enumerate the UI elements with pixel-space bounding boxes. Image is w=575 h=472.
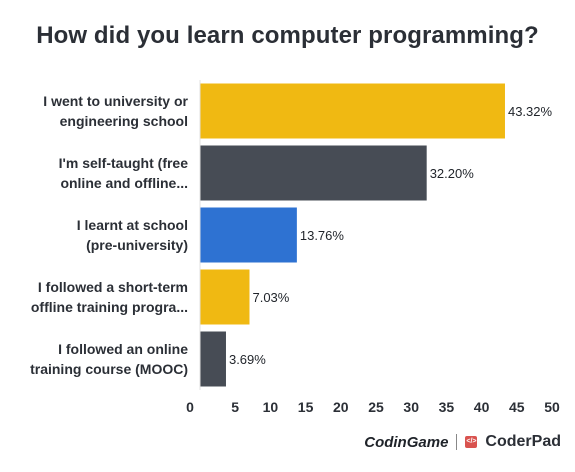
category-label-1: I went to university or engineering schoo… xyxy=(43,93,188,129)
x-tick-label-25: 25 xyxy=(368,399,384,415)
category-label-4: I followed a short-term offline training … xyxy=(31,279,188,315)
category-label-2: I'm self-taught (free online and offline.… xyxy=(59,155,189,191)
coderpad-icon: </> xyxy=(465,436,478,448)
data-label-2: 32.20% xyxy=(430,166,475,181)
coderpad-logo: CoderPad xyxy=(485,433,561,450)
data-label-5: 3.69% xyxy=(229,352,266,367)
x-tick-label-35: 35 xyxy=(439,399,455,415)
x-tick-label-10: 10 xyxy=(263,399,279,415)
data-label-1: 43.32% xyxy=(508,104,553,119)
x-tick-label-45: 45 xyxy=(509,399,525,415)
x-tick-label-5: 5 xyxy=(231,399,239,415)
chart-title: How did you learn computer programming? xyxy=(36,22,539,49)
x-tick-label-40: 40 xyxy=(474,399,490,415)
bar-1 xyxy=(200,83,505,139)
bar-3 xyxy=(200,207,297,263)
category-label-3: I learnt at school (pre-university) xyxy=(77,217,188,253)
category-label-5: I followed an online training course (MOO… xyxy=(30,341,188,377)
bar-4 xyxy=(200,269,250,325)
data-label-3: 13.76% xyxy=(300,228,345,243)
bar-5 xyxy=(200,331,226,387)
x-axis-ticks: 0 5 10 15 20 25 30 35 40 45 50 xyxy=(186,399,560,415)
x-tick-label-30: 30 xyxy=(403,399,419,415)
x-tick-label-0: 0 xyxy=(186,399,194,415)
brand-logos: CodinGame </> CoderPad xyxy=(364,433,561,451)
data-label-4: 7.03% xyxy=(252,290,289,305)
bars-group: 43.32% I went to university or engineering… xyxy=(30,83,553,387)
bar-2 xyxy=(200,145,427,201)
x-tick-label-15: 15 xyxy=(298,399,314,415)
brand-separator xyxy=(456,434,458,450)
x-tick-label-20: 20 xyxy=(333,399,349,415)
codingame-logo: CodinGame xyxy=(364,433,449,451)
x-tick-label-50: 50 xyxy=(544,399,560,415)
